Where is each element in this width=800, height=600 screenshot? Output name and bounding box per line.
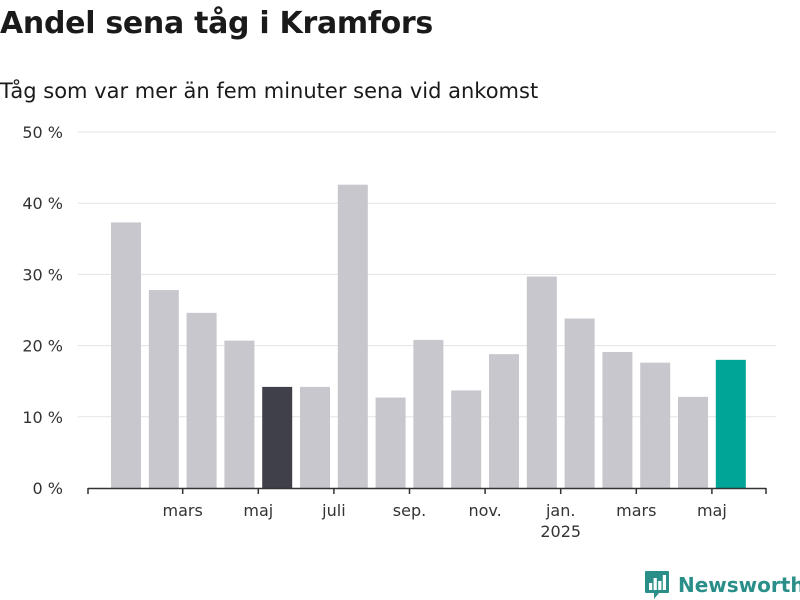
- bar-chart: 0 % 10 % 20 % 30 % 40 % 50 % mars maj juli sep. n…: [22, 123, 776, 541]
- bar: [451, 390, 482, 488]
- x-tick-label: mars: [616, 501, 656, 520]
- chart-subtitle: Tåg som var mer än fem minuter sena vid …: [0, 79, 539, 103]
- y-tick-label: 10 %: [22, 408, 63, 427]
- bar: [489, 354, 519, 488]
- bar: [640, 362, 671, 488]
- bar: [678, 396, 708, 488]
- bar: [375, 397, 406, 488]
- bar-latest: [715, 359, 746, 488]
- x-tick-year-label: 2025: [540, 522, 581, 541]
- bar: [526, 276, 557, 488]
- logo-bar-3: [658, 581, 662, 590]
- bar: [224, 340, 255, 488]
- y-axis-labels: 0 % 10 % 20 % 30 % 40 % 50 %: [22, 123, 63, 498]
- y-tick-label: 40 %: [22, 194, 63, 213]
- x-axis-labels: mars maj juli sep. nov. jan. 2025 mars maj: [163, 501, 727, 541]
- logo-bar-2: [653, 578, 657, 590]
- bar: [337, 184, 368, 489]
- bar: [413, 339, 444, 488]
- x-tick-label: nov.: [468, 501, 501, 520]
- bar: [300, 386, 330, 488]
- brand-logo: Newsworthy: [644, 570, 800, 600]
- x-tick-label: sep.: [393, 501, 426, 520]
- bars: [111, 184, 746, 489]
- x-tick-label: juli: [321, 501, 345, 520]
- y-tick-label: 30 %: [22, 265, 63, 284]
- bar-chart-speech-bubble-icon: [645, 571, 669, 599]
- x-tick-label: jan.: [545, 501, 575, 520]
- chart-title: Andel sena tåg i Kramfors: [0, 6, 433, 41]
- bar-previous-year: [262, 386, 293, 488]
- logo-bar-1: [649, 583, 653, 590]
- y-tick-label: 0 %: [33, 479, 63, 498]
- bar: [564, 318, 595, 488]
- y-tick-label: 50 %: [22, 123, 63, 142]
- x-tick-label: maj: [697, 501, 727, 520]
- bar: [111, 222, 141, 488]
- x-axis: [87, 487, 767, 494]
- x-tick-label: maj: [243, 501, 273, 520]
- brand-name: Newsworthy: [678, 573, 800, 597]
- x-tick-label: mars: [163, 501, 203, 520]
- bar: [186, 312, 217, 488]
- bar: [602, 352, 633, 488]
- y-tick-label: 20 %: [22, 337, 63, 356]
- logo-bar-4: [662, 575, 666, 590]
- bar: [148, 290, 179, 488]
